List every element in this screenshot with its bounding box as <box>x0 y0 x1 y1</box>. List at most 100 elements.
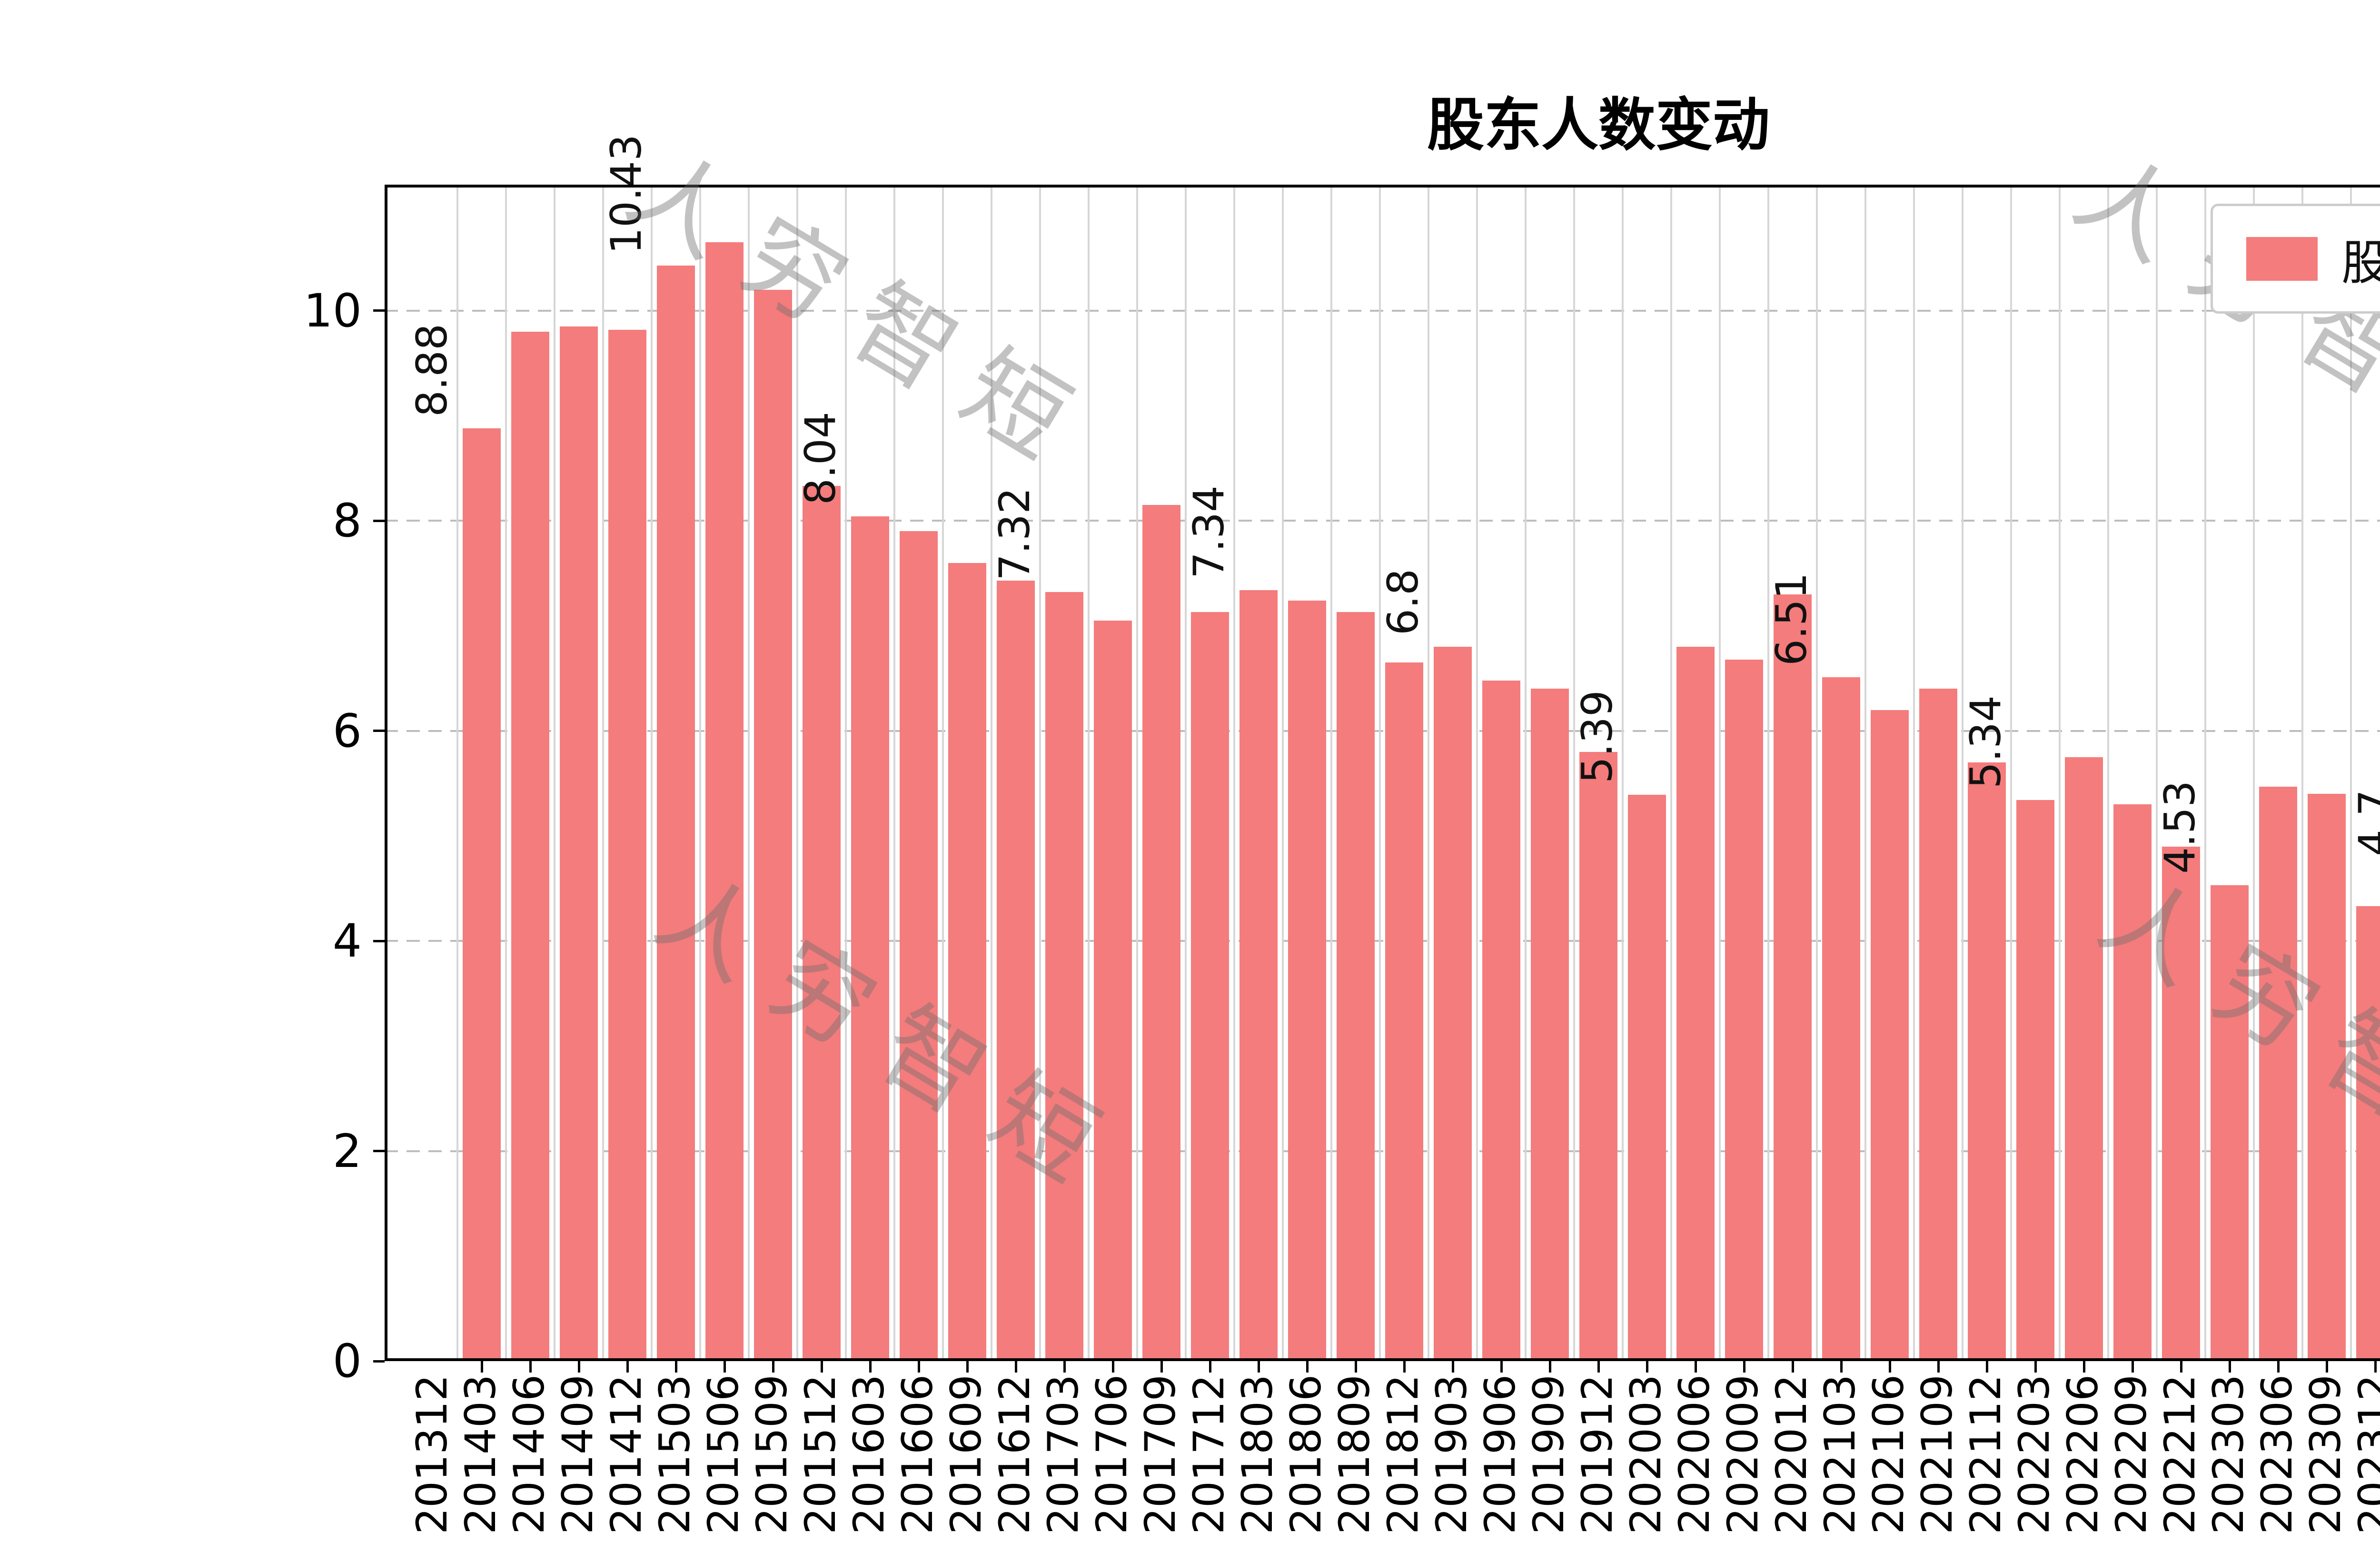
bar <box>657 265 695 1361</box>
x-axis-label: 202003 <box>1621 1374 1670 1534</box>
plot-area: 8.88 10.43 8.04 7.32 7.34 6.8 5.39 6.51 5.34 4.53… <box>385 134 2380 1361</box>
x-axis-label: 201412 <box>602 1374 651 1534</box>
x-axis-label: 201609 <box>942 1374 991 1534</box>
gridline-vertical <box>991 185 992 1361</box>
bar <box>1676 647 1715 1361</box>
x-axis-label: 202006 <box>1670 1374 1719 1534</box>
x-axis-label: 201403 <box>456 1374 505 1534</box>
bar <box>754 289 792 1361</box>
x-axis-tick <box>1646 1361 1648 1373</box>
y-axis-label: 4 <box>332 914 362 968</box>
x-axis-tick <box>1014 1361 1017 1373</box>
y-axis-label: 6 <box>332 704 362 758</box>
x-axis-tick <box>2034 1361 2037 1373</box>
x-axis-label: 201606 <box>893 1374 942 1534</box>
x-axis-label: 201712 <box>1184 1374 1233 1534</box>
x-axis-label: 201912 <box>1573 1374 1622 1534</box>
bar <box>1045 592 1083 1361</box>
bar <box>705 242 744 1361</box>
gridline-vertical <box>942 185 944 1361</box>
gridline-vertical <box>2204 185 2206 1361</box>
gridline-vertical <box>796 185 798 1361</box>
x-axis-tick <box>1111 1361 1114 1373</box>
annotation-layer: 8.88 10.43 8.04 7.32 7.34 6.8 5.39 6.51 5.34 4.53… <box>385 134 2380 1361</box>
gridline-vertical <box>2156 185 2158 1361</box>
bar <box>803 486 841 1361</box>
bar-value-label: 5.39 <box>1573 690 1622 784</box>
x-axis-tick <box>1597 1361 1600 1373</box>
bar <box>1774 594 1812 1361</box>
gridline-vertical <box>1573 185 1575 1361</box>
y-axis-label: 8 <box>332 494 362 548</box>
x-axis-label: 201909 <box>1524 1374 1573 1534</box>
gridline-vertical <box>1330 185 1332 1361</box>
bar <box>1531 689 1569 1361</box>
x-axis-tick <box>480 1361 483 1373</box>
x-axis-label: 201812 <box>1378 1374 1428 1534</box>
y-axis-tick <box>373 309 385 312</box>
x-axis-label: 201503 <box>650 1374 699 1534</box>
x-axis-tick <box>1985 1361 1988 1373</box>
x-axis-label: 202012 <box>1767 1374 1816 1534</box>
gridline-vertical <box>1913 185 1915 1361</box>
bar <box>1191 612 1229 1361</box>
bar <box>463 428 501 1361</box>
gridline-horizontal <box>385 520 2380 522</box>
x-axis-tick <box>2277 1361 2280 1373</box>
bar-value-label: 6.8 <box>1378 569 1428 636</box>
legend: 股东人数(流通万户) <box>2210 204 2380 314</box>
bar <box>2308 794 2346 1361</box>
chart-title: 股东人数变动 <box>1427 92 1770 158</box>
legend-label: 股东人数(流通万户) <box>2341 235 2380 291</box>
bar <box>1579 751 1617 1361</box>
gridline-vertical <box>1476 185 1478 1361</box>
bar <box>1434 647 1472 1361</box>
x-axis-label: 202303 <box>2204 1374 2253 1534</box>
gridline-vertical <box>1136 185 1138 1361</box>
bar <box>851 516 889 1361</box>
y-axis-tick <box>373 519 385 522</box>
x-axis-label: 202203 <box>2010 1374 2059 1534</box>
x-axis-label: 201806 <box>1281 1374 1330 1534</box>
gridline-vertical <box>1719 185 1721 1361</box>
y-axis-tick <box>373 730 385 732</box>
gridline-vertical <box>2253 185 2255 1361</box>
x-axis-label: 201603 <box>844 1374 893 1534</box>
gridline-horizontal <box>385 940 2380 942</box>
x-axis-tick <box>1888 1361 1891 1373</box>
x-axis-tick <box>2374 1361 2377 1373</box>
gridline-vertical <box>1185 185 1187 1361</box>
bar <box>2259 786 2297 1361</box>
bar <box>1482 680 1520 1361</box>
gridline-vertical <box>2301 185 2303 1361</box>
bar <box>997 581 1035 1361</box>
x-axis-tick <box>1791 1361 1794 1373</box>
x-axis-tick <box>723 1361 726 1373</box>
x-axis-label: 202306 <box>2252 1374 2301 1534</box>
bar <box>2211 885 2249 1361</box>
x-axis-tick <box>1354 1361 1357 1373</box>
x-axis-tick <box>966 1361 969 1373</box>
gridline-vertical <box>1379 185 1381 1361</box>
x-axis-tick <box>1403 1361 1406 1373</box>
gridline-vertical <box>1233 185 1235 1361</box>
bar-value-label: 7.32 <box>990 487 1039 581</box>
x-axis-tick <box>1500 1361 1503 1373</box>
grid-layer <box>385 185 2380 1361</box>
bar-value-label: 8.04 <box>796 412 845 505</box>
x-axis-tick <box>1257 1361 1260 1373</box>
bar <box>1968 762 2006 1361</box>
bar <box>948 563 986 1361</box>
gridline-vertical <box>602 185 604 1361</box>
gridline-horizontal <box>385 730 2380 732</box>
x-axis-tick <box>1694 1361 1697 1373</box>
y-axis-label: 2 <box>332 1124 362 1178</box>
bar <box>1871 710 1909 1361</box>
x-axis-tick <box>2180 1361 2182 1373</box>
bar-value-label: 5.34 <box>1961 695 2010 789</box>
gridline-vertical <box>505 185 507 1361</box>
bar <box>1337 612 1375 1361</box>
bar <box>1725 659 1763 1361</box>
y-axis-tick <box>373 1360 385 1363</box>
